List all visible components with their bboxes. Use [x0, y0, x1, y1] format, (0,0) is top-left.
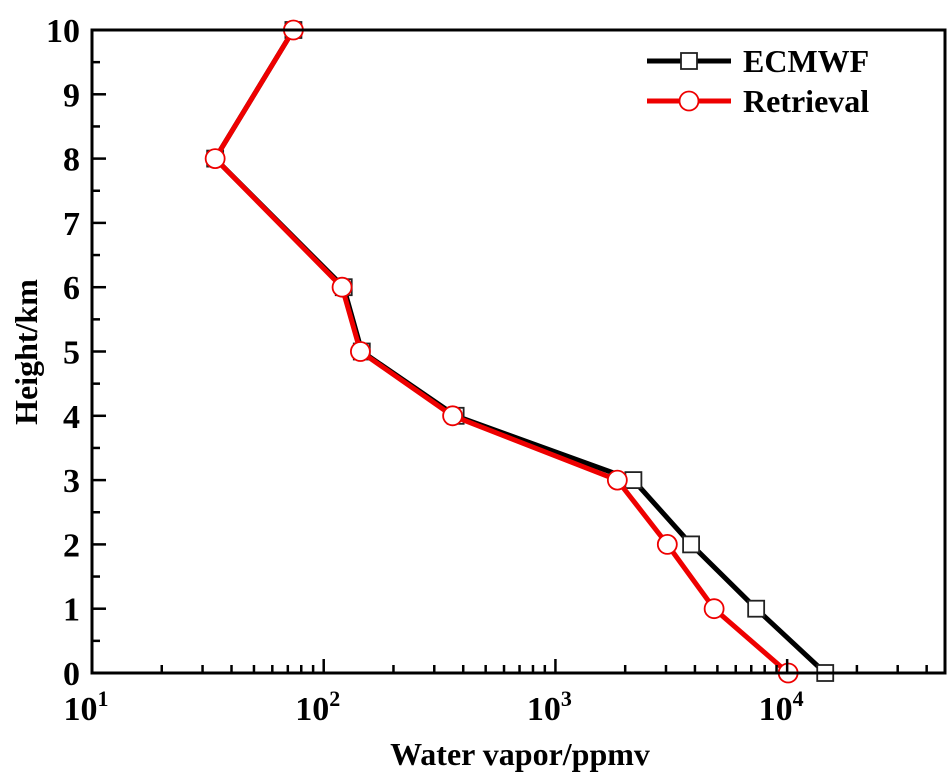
y-axis-tick-labels: 0 1 2 3 4 5 6 7 8 9 10: [46, 13, 80, 693]
data-point-circle: [331, 276, 353, 298]
x-axis-ticks: [90, 659, 928, 673]
legend-item-retrieval: Retrieval: [647, 83, 869, 119]
y-tick-label: 4: [63, 399, 80, 436]
legend-marker-circle: [678, 90, 700, 112]
series-line-retrieval: [212, 28, 790, 675]
y-tick-label: 0: [63, 656, 80, 693]
legend-label: ECMWF: [743, 43, 869, 79]
data-point-circle: [350, 341, 371, 362]
x-tick-label-base: 10: [295, 691, 329, 728]
y-tick-label: 9: [63, 77, 80, 114]
x-tick-label-exponent: 2: [329, 686, 340, 711]
series-ecmwf: [206, 21, 835, 682]
y-tick-label: 10: [46, 13, 80, 50]
data-point-circle: [606, 469, 628, 491]
x-tick-label: 101: [64, 686, 109, 728]
data-point-circle: [656, 534, 678, 555]
legend-item-ecmwf: ECMWF: [647, 43, 869, 79]
data-point-square: [624, 471, 643, 490]
y-axis-title: Height/km: [8, 279, 44, 425]
series-layer: [204, 19, 835, 684]
series-line-ecmwf: [212, 28, 827, 675]
data-point-circle: [703, 598, 725, 620]
legend-label: Retrieval: [743, 83, 869, 119]
y-tick-label: 5: [63, 335, 80, 372]
y-axis-ticks: [92, 28, 106, 675]
legend-marker-square: [680, 52, 698, 70]
data-point-circle: [442, 405, 464, 427]
y-tick-label: 7: [63, 206, 80, 243]
x-tick-label-base: 10: [527, 691, 561, 728]
x-tick-label: 104: [759, 686, 804, 728]
x-tick-label: 103: [527, 686, 572, 728]
series-retrieval: [204, 19, 799, 684]
x-tick-label-exponent: 3: [561, 686, 572, 711]
x-tick-label: 102: [295, 686, 340, 728]
y-tick-label: 3: [63, 463, 80, 500]
y-tick-label: 8: [63, 142, 80, 179]
x-tick-label-exponent: 4: [793, 686, 804, 711]
data-point-square: [747, 599, 766, 618]
x-tick-label-base: 10: [759, 691, 793, 728]
legend: ECMWF Retrieval: [647, 43, 869, 119]
y-tick-label: 6: [63, 270, 80, 307]
data-point-square: [682, 535, 700, 554]
x-axis-tick-labels: 101 102 103 104: [64, 686, 804, 728]
plot-frame: [90, 28, 947, 675]
y-tick-label: 2: [63, 527, 80, 564]
x-tick-label-exponent: 1: [98, 686, 109, 711]
data-point-circle: [204, 148, 226, 170]
y-tick-label: 1: [63, 592, 80, 629]
x-tick-label-base: 10: [64, 691, 98, 728]
x-axis-title: Water vapor/ppmv: [390, 736, 650, 772]
